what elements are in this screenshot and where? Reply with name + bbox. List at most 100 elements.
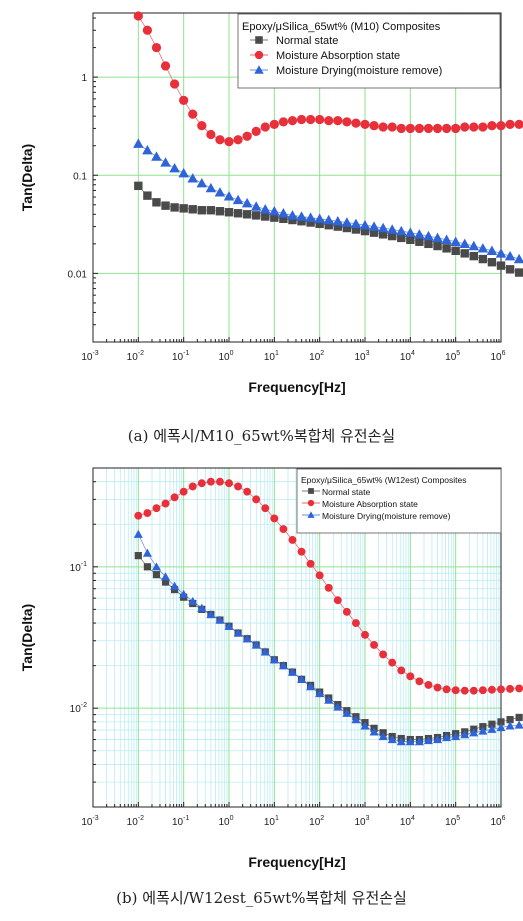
data-point — [396, 123, 406, 134]
x-tick-label: 100 — [218, 350, 233, 363]
data-point — [496, 121, 506, 131]
data-point — [206, 129, 216, 140]
y-tick-label: 0.01 — [68, 269, 88, 280]
data-point — [324, 220, 333, 230]
data-point — [459, 238, 470, 249]
data-point — [142, 144, 153, 155]
data-point — [215, 207, 225, 216]
data-point — [188, 482, 197, 491]
x-tick-label: 10-3 — [81, 815, 98, 828]
data-point — [478, 726, 488, 735]
data-point — [233, 628, 243, 637]
data-point — [342, 607, 351, 616]
data-point — [188, 596, 198, 605]
data-point — [423, 123, 434, 134]
data-point — [515, 713, 523, 722]
data-point — [187, 173, 198, 183]
y-tick-label: 1 — [81, 73, 87, 84]
data-point — [215, 135, 225, 145]
x-tick-label: 101 — [264, 815, 279, 828]
data-point — [243, 487, 252, 496]
data-point — [179, 589, 189, 598]
data-point — [160, 61, 171, 71]
y-axis: 0.01 0.1 1 — [68, 17, 98, 326]
data-point — [315, 114, 325, 125]
data-point — [405, 123, 415, 134]
data-point — [469, 728, 479, 737]
data-point — [496, 261, 506, 270]
data-point — [378, 230, 388, 239]
data-point — [505, 119, 515, 129]
legend-box — [237, 13, 501, 89]
x-tick-label: 105 — [445, 815, 460, 828]
data-point — [179, 487, 188, 496]
data-point — [134, 181, 143, 191]
data-point — [433, 683, 442, 692]
data-point — [497, 685, 505, 694]
data-point — [197, 206, 206, 215]
x-axis-title: Frequency[Hz] — [248, 854, 345, 870]
data-point — [297, 674, 307, 683]
data-point — [342, 223, 352, 233]
series-2 — [134, 477, 523, 695]
data-point — [514, 268, 523, 277]
x-tick-label: 102 — [309, 815, 324, 828]
data-point — [251, 640, 261, 649]
data-point — [269, 205, 280, 216]
data-point — [297, 547, 306, 556]
data-point — [169, 79, 180, 89]
data-point — [160, 157, 171, 167]
data-point — [515, 684, 523, 693]
series-3 — [133, 138, 523, 267]
data-point — [224, 137, 234, 147]
series-3 — [133, 529, 523, 746]
data-point — [388, 658, 397, 667]
data-point — [333, 596, 342, 605]
data-point — [506, 684, 515, 693]
data-point — [315, 689, 325, 698]
data-point — [350, 218, 362, 229]
data-point — [432, 232, 443, 243]
data-point — [360, 226, 370, 236]
data-point — [377, 222, 389, 233]
data-point — [270, 514, 279, 523]
data-point — [306, 559, 315, 568]
data-point — [206, 609, 216, 619]
data-point — [288, 535, 297, 544]
data-point — [397, 233, 406, 243]
data-point — [487, 685, 496, 694]
data-point — [488, 720, 496, 728]
data-point — [379, 650, 388, 659]
x-tick-label: 10-1 — [172, 350, 189, 363]
data-point — [469, 122, 479, 132]
data-point — [269, 655, 279, 664]
data-point — [169, 162, 180, 173]
data-point — [396, 225, 407, 236]
data-point — [486, 245, 498, 255]
x-tick-label: 105 — [445, 350, 460, 363]
data-point — [442, 244, 451, 253]
data-point — [170, 203, 179, 212]
data-point — [414, 737, 424, 746]
data-point — [143, 191, 152, 200]
chart-a: 10-3 10-2 10-1 100 101 102 103 104 105 106 0.01 0.1… — [19, 11, 523, 395]
data-point — [260, 204, 271, 214]
data-point — [142, 25, 153, 35]
x-axis: 10-3 10-2 10-1 100 101 102 103 104 105 106 — [81, 337, 506, 363]
data-point — [143, 563, 151, 571]
data-point — [324, 116, 334, 126]
x-tick-label: 10-2 — [127, 815, 144, 828]
data-point — [478, 122, 488, 132]
data-point — [215, 477, 224, 486]
data-point — [205, 182, 217, 193]
y-axis-title: Tan(Delta) — [19, 144, 35, 211]
data-point — [333, 116, 343, 126]
caption-b: (b) 에폭시/W12est_65wt%복합체 유전손실 — [116, 889, 407, 907]
data-point — [297, 217, 306, 226]
data-point — [142, 548, 152, 557]
data-point — [188, 205, 197, 214]
data-point — [513, 253, 523, 264]
x-tick-label: 106 — [490, 350, 505, 363]
data-point — [161, 499, 170, 508]
legend: Epoxy/μSilica_65wt% (W12est) Composites N… — [296, 468, 502, 534]
